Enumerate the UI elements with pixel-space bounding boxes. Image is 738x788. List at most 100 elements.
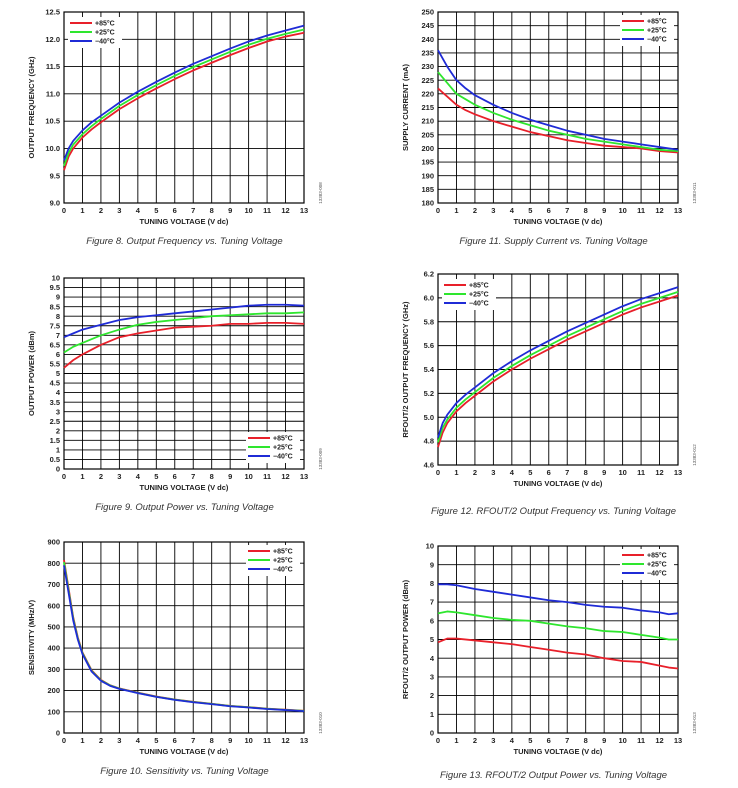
x-tick-label: 1 [80,472,84,481]
x-tick-label: 10 [618,468,626,477]
x-tick-label: 4 [136,472,141,481]
x-tick-label: 12 [655,736,663,745]
x-tick-label: 2 [99,206,103,215]
legend-label: +85°C [469,282,489,290]
y-tick-label: 8.5 [50,302,60,311]
x-tick-label: 10 [244,206,252,215]
y-axis-label: SENSITIVITY (MHz/V) [27,599,36,675]
y-tick-label: 7.5 [50,321,60,330]
chart-output-frequency-svg: 0 1 2 3 4 5 6 7 8 9 10 11 12 139.09.510.010.511.011.5… [27,8,323,226]
figure-caption: Figure 13. RFOUT/2 Output Power vs. Tuni… [439,770,668,781]
x-tick-label: 5 [528,468,532,477]
series-line-1 [437,71,679,153]
x-tick-label: 7 [191,472,195,481]
chart-supply-current-svg: 0 1 2 3 4 5 6 7 8 9 10 11 12 131801851901952002052102… [401,8,697,226]
x-axis-label: TUNING VOLTAGE (V dc) [514,479,603,488]
y-tick-label: 0 [56,465,60,474]
x-tick-label: 0 [436,206,440,215]
y-tick-label: 800 [47,559,60,568]
x-tick-label: 9 [602,736,606,745]
x-tick-label: 7 [565,736,569,745]
legend-label: +25°C [647,561,667,569]
x-tick-label: 10 [244,736,252,745]
y-tick-label: 5 [56,369,60,378]
x-tick-label: 12 [281,206,289,215]
series-line-2 [63,303,305,339]
figure-code: 13383-009 [318,448,323,470]
x-tick-label: 2 [99,736,103,745]
y-tick-label: 4 [56,388,61,397]
y-tick-label: 240 [421,35,434,44]
legend: +85°C+25°C−40°C [246,432,300,463]
y-tick-label: 600 [47,601,60,610]
series-line-0 [63,321,305,369]
y-tick-label: 235 [421,49,434,58]
x-axis-label: TUNING VOLTAGE (V dc) [140,217,229,226]
legend: +85°C+25°C−40°C [246,545,300,576]
y-tick-label: 9.0 [50,199,60,208]
plot-frame [63,11,305,204]
figure-caption: Figure 8. Output Frequency vs. Tuning Vo… [86,236,283,247]
x-tick-label: 4 [510,468,515,477]
chart-output-frequency: 0 1 2 3 4 5 6 7 8 9 10 11 12 13 9.0 9.5 10.0 10.5 11.0 11.5… [0,0,369,262]
series-line-0 [63,559,305,712]
x-tick-label: 9 [602,206,606,215]
figure-caption: Figure 10. Sensitivity vs. Tuning Voltag… [100,766,269,777]
x-tick-label: 5 [154,472,158,481]
y-tick-label: 500 [47,622,60,631]
x-tick-label: 5 [528,736,532,745]
x-tick-label: 8 [210,472,214,481]
x-tick-label: 4 [510,736,515,745]
x-tick-label: 10 [244,472,252,481]
y-tick-label: 12.5 [45,8,60,17]
x-tick-label: 0 [436,468,440,477]
x-tick-label: 8 [210,206,214,215]
y-axis-label: SUPPLY CURRENT (mA) [401,63,410,151]
y-tick-label: 300 [47,665,60,674]
x-tick-label: 9 [228,736,232,745]
y-tick-label: 2 [430,691,434,700]
figure-caption: Figure 11. Supply Current vs. Tuning Vol… [459,236,648,247]
x-axis-label: TUNING VOLTAGE (V dc) [140,747,229,756]
legend-label: +85°C [647,552,667,560]
y-tick-label: 230 [421,62,434,71]
y-tick-label: 2 [56,426,60,435]
series-line-2 [63,24,305,161]
x-tick-label: 13 [300,472,308,481]
series-line-2 [437,286,679,438]
series-line-2 [437,49,679,151]
x-tick-label: 3 [117,206,121,215]
x-axis-label: TUNING VOLTAGE (V dc) [514,217,603,226]
x-tick-label: 12 [281,736,289,745]
legend: +85°C+25°C−40°C [620,549,674,580]
series-line-0 [63,31,305,171]
x-tick-label: 6 [547,736,551,745]
x-axis-label: TUNING VOLTAGE (V dc) [140,483,229,492]
y-tick-label: 10.5 [45,117,60,126]
figure-code: 13383-013 [692,712,697,734]
y-tick-label: 3 [430,673,434,682]
y-tick-label: 1.5 [50,436,60,445]
series-line-2 [63,565,305,713]
chart-sensitivity: 0 1 2 3 4 5 6 7 8 9 10 11 12 13 0 100 200 300 400 500 600 700… [0,530,369,788]
x-tick-label: 11 [637,468,645,477]
y-tick-label: 205 [421,130,434,139]
legend-label: +25°C [95,29,115,37]
plot-frame [437,11,679,204]
y-tick-label: 250 [421,8,434,17]
y-tick-label: 190 [421,171,434,180]
x-tick-label: 3 [491,468,495,477]
y-tick-label: 10.0 [45,144,60,153]
x-tick-label: 0 [436,736,440,745]
y-tick-label: 5.4 [424,365,435,374]
chart-rfout2-frequency-svg: 0 1 2 3 4 5 6 7 8 9 10 11 12 134.64.85.05.25.45.65.86… [401,270,697,488]
y-tick-label: 0 [56,729,60,738]
y-tick-label: 0 [430,729,434,738]
x-tick-label: 2 [473,468,477,477]
legend-label: +25°C [469,291,489,299]
legend-label: +85°C [647,18,667,26]
y-tick-label: 9 [56,293,60,302]
chart-rfout2-frequency: 0 1 2 3 4 5 6 7 8 9 10 11 12 13 4.6 4.8 5.0 5.2 5.4 5.6 5.8 6… [369,266,738,528]
x-tick-label: 6 [547,468,551,477]
